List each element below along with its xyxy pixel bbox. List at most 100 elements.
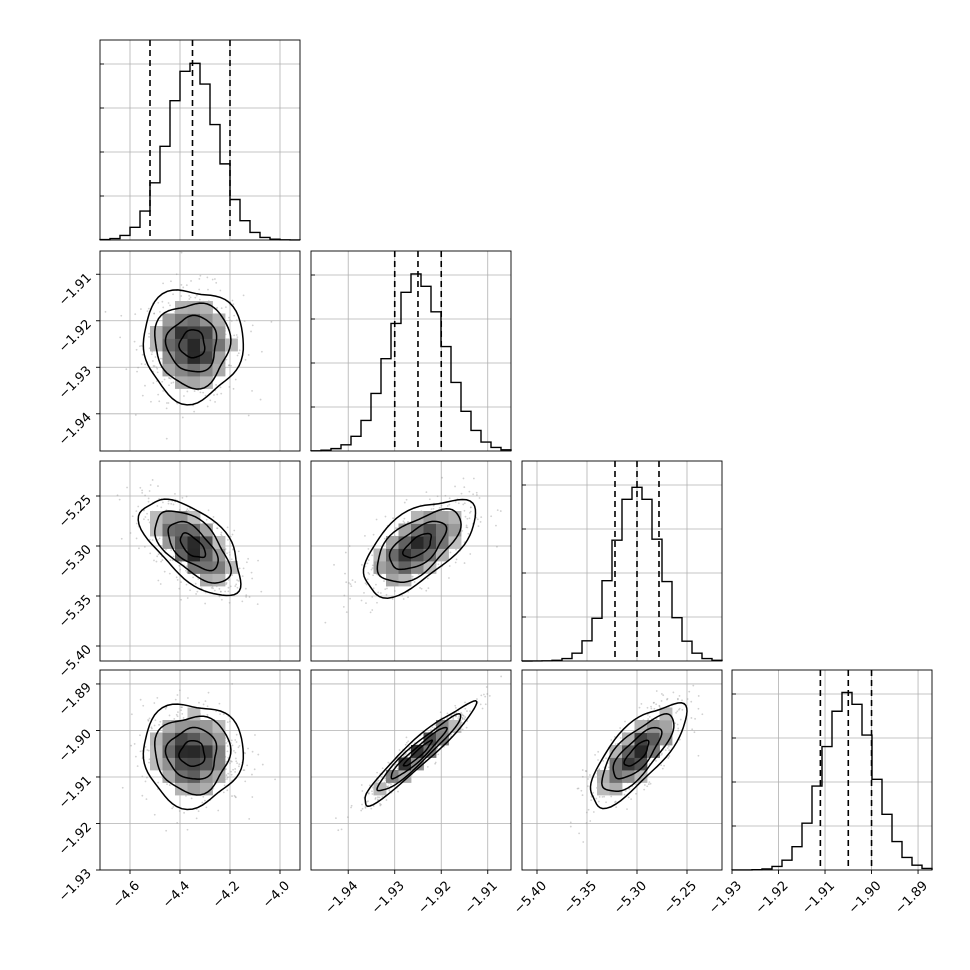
sample-point [243,769,246,772]
sample-point [238,763,241,766]
sample-point [180,295,183,297]
sample-point [342,605,345,608]
sample-point [344,572,346,575]
sample-point [195,817,198,820]
sample-point [241,575,244,578]
sample-point [151,479,154,481]
sample-point [434,724,437,727]
sample-point [499,510,502,512]
density-cell [200,757,213,771]
y-tick-label: −1.91 [56,773,95,812]
sample-point [197,389,200,392]
sample-point [374,798,377,800]
sample-point [428,498,431,501]
sample-point [364,534,366,537]
sample-point [130,713,133,716]
sample-point [161,559,164,561]
sample-point [146,749,149,751]
sample-point [652,701,655,704]
sample-point [441,476,443,479]
sample-point [364,805,367,808]
density-cell [659,732,673,746]
histogram-1 [310,273,512,452]
sample-point [349,583,352,586]
sample-point [465,526,468,529]
sample-point [427,587,430,589]
sample-point [603,795,606,798]
density-cell [187,363,201,377]
density-cell [200,376,213,389]
sample-point [150,727,153,730]
y-tick-label: −1.93 [56,364,95,403]
sample-point [157,553,160,556]
sample-point [153,813,156,816]
sample-point [484,703,487,706]
sample-point [206,713,209,716]
sample-point [394,763,397,766]
sample-point [454,704,457,707]
sample-point [148,490,151,492]
sample-point [129,532,132,534]
sample-point [251,773,253,776]
sample-point [125,368,128,371]
sample-point [167,500,170,503]
sample-point [185,495,188,498]
sample-point [242,567,245,570]
sample-point [462,503,465,506]
density-cell [162,511,176,524]
sample-point [172,805,175,808]
sample-point [333,563,335,566]
density-cell [187,770,201,783]
sample-point [613,736,616,738]
sample-point [188,298,191,300]
sample-point [655,759,657,762]
sample-point [434,762,437,765]
sample-point [189,589,191,592]
histogram-0 [99,62,301,241]
sample-point [226,750,229,753]
sample-point [348,582,350,584]
density-cell [200,326,213,339]
x-tick-label: −1.92 [753,878,792,917]
sample-point [147,307,150,310]
sample-point [469,506,472,509]
sample-point [151,360,154,362]
sample-point [482,693,485,696]
sample-point [187,697,189,699]
sample-point [437,753,440,756]
sample-point [582,841,585,843]
panel-frame [731,669,933,871]
sample-point [270,320,273,323]
sample-point [226,789,229,792]
sample-point [141,775,144,778]
sample-point [228,601,231,604]
sample-point [151,539,154,541]
sample-point [236,579,239,581]
sample-point [195,294,198,297]
sample-point [367,571,370,574]
sample-point [160,560,162,563]
sample-point [204,394,207,397]
sample-point [666,697,669,700]
density-cell [187,561,201,574]
sample-point [460,711,463,714]
contour-level-1 [167,520,219,572]
sample-point [464,707,467,710]
density-cell [597,782,610,796]
y-tick-label: −1.93 [56,866,95,905]
sample-point [234,751,237,754]
x-tick-label: −4.6 [110,878,143,911]
sample-point [377,796,379,799]
sample-point [167,302,170,304]
y-tick-label: −1.89 [56,680,95,719]
sample-point [176,694,179,696]
sample-point [144,780,147,783]
sample-point [226,526,229,529]
sample-point [448,565,451,567]
sample-point [180,581,182,584]
sample-point [462,715,465,717]
sample-point [479,521,482,523]
sample-point [371,609,374,611]
sample-point [351,579,354,582]
sample-point [234,768,237,770]
